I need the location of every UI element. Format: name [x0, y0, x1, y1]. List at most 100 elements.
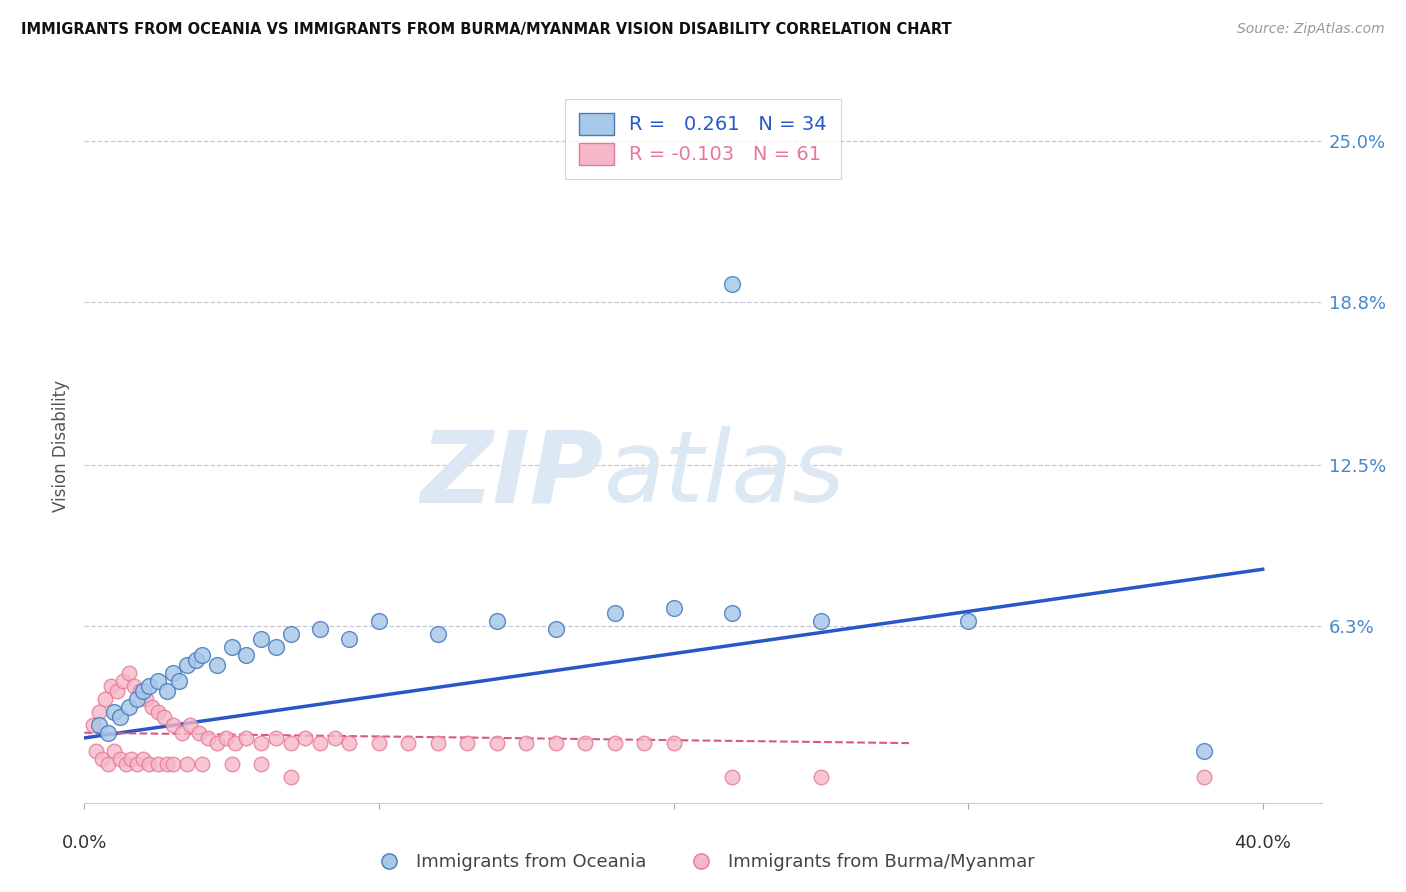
- Point: [117, 699, 139, 714]
- Point: [162, 666, 184, 681]
- Point: [176, 756, 198, 771]
- Point: [132, 752, 155, 766]
- Point: [146, 673, 169, 688]
- Point: [146, 756, 169, 771]
- Point: [280, 770, 302, 784]
- Text: 40.0%: 40.0%: [1234, 834, 1291, 852]
- Point: [396, 736, 419, 750]
- Point: [156, 684, 179, 698]
- Point: [162, 718, 184, 732]
- Point: [1192, 744, 1215, 758]
- Point: [162, 756, 184, 771]
- Point: [485, 736, 508, 750]
- Point: [191, 756, 214, 771]
- Point: [339, 632, 361, 647]
- Point: [957, 614, 980, 628]
- Point: [426, 627, 449, 641]
- Point: [1192, 770, 1215, 784]
- Point: [179, 718, 201, 732]
- Point: [138, 756, 160, 771]
- Point: [603, 607, 626, 621]
- Point: [224, 736, 246, 750]
- Point: [97, 725, 120, 739]
- Point: [114, 756, 136, 771]
- Point: [132, 684, 155, 698]
- Point: [121, 752, 143, 766]
- Point: [662, 601, 685, 615]
- Point: [309, 622, 332, 636]
- Point: [100, 679, 122, 693]
- Point: [127, 756, 149, 771]
- Point: [84, 744, 107, 758]
- Point: [111, 673, 134, 688]
- Point: [91, 752, 114, 766]
- Point: [153, 710, 176, 724]
- Point: [156, 756, 179, 771]
- Point: [103, 744, 125, 758]
- Point: [264, 731, 287, 745]
- Point: [135, 692, 157, 706]
- Point: [368, 736, 391, 750]
- Point: [426, 736, 449, 750]
- Point: [662, 736, 685, 750]
- Point: [205, 736, 228, 750]
- Point: [323, 731, 346, 745]
- Point: [221, 756, 243, 771]
- Point: [456, 736, 478, 750]
- Point: [167, 673, 190, 688]
- Point: [215, 731, 238, 745]
- Point: [221, 640, 243, 654]
- Legend: R =   0.261   N = 34, R = -0.103   N = 61: R = 0.261 N = 34, R = -0.103 N = 61: [565, 99, 841, 178]
- Point: [197, 731, 219, 745]
- Point: [633, 736, 655, 750]
- Point: [264, 640, 287, 654]
- Point: [129, 684, 152, 698]
- Point: [235, 648, 257, 662]
- Point: [170, 725, 193, 739]
- Point: [188, 725, 211, 739]
- Point: [108, 752, 131, 766]
- Point: [250, 632, 273, 647]
- Point: [309, 736, 332, 750]
- Point: [294, 731, 316, 745]
- Point: [97, 756, 120, 771]
- Point: [280, 736, 302, 750]
- Point: [368, 614, 391, 628]
- Point: [82, 718, 104, 732]
- Point: [117, 666, 139, 681]
- Point: [810, 770, 832, 784]
- Point: [146, 705, 169, 719]
- Point: [485, 614, 508, 628]
- Point: [127, 692, 149, 706]
- Point: [721, 277, 744, 291]
- Point: [138, 679, 160, 693]
- Point: [87, 718, 110, 732]
- Point: [721, 607, 744, 621]
- Point: [515, 736, 537, 750]
- Legend: Immigrants from Oceania, Immigrants from Burma/Myanmar: Immigrants from Oceania, Immigrants from…: [364, 847, 1042, 879]
- Point: [105, 684, 128, 698]
- Point: [94, 692, 117, 706]
- Point: [87, 705, 110, 719]
- Point: [574, 736, 596, 750]
- Point: [205, 658, 228, 673]
- Text: Source: ZipAtlas.com: Source: ZipAtlas.com: [1237, 22, 1385, 37]
- Point: [108, 710, 131, 724]
- Point: [250, 736, 273, 750]
- Text: 0.0%: 0.0%: [62, 834, 107, 852]
- Point: [721, 770, 744, 784]
- Point: [810, 614, 832, 628]
- Point: [603, 736, 626, 750]
- Point: [339, 736, 361, 750]
- Text: ZIP: ZIP: [420, 426, 605, 523]
- Point: [235, 731, 257, 745]
- Point: [544, 622, 567, 636]
- Point: [141, 699, 163, 714]
- Point: [544, 736, 567, 750]
- Point: [124, 679, 146, 693]
- Point: [176, 658, 198, 673]
- Y-axis label: Vision Disability: Vision Disability: [52, 380, 70, 512]
- Point: [186, 653, 208, 667]
- Point: [250, 756, 273, 771]
- Text: atlas: atlas: [605, 426, 845, 523]
